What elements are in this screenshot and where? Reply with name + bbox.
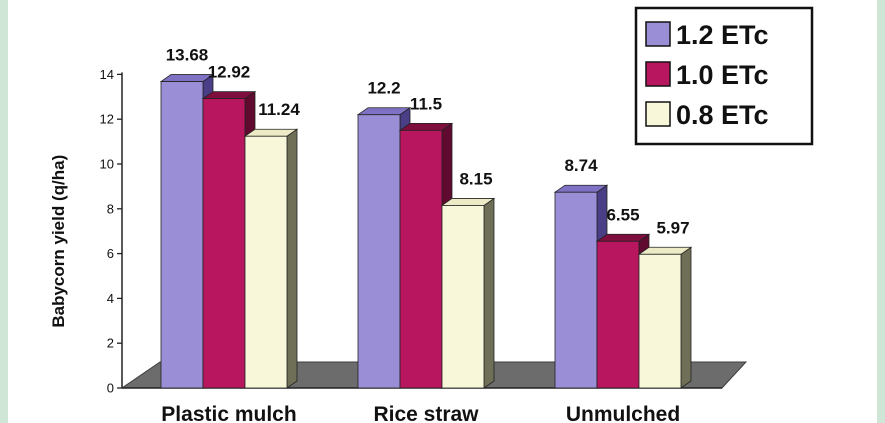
data-label: 12.2 [367, 79, 400, 98]
bar [596, 240, 640, 389]
bar [554, 191, 598, 389]
data-label: 6.55 [606, 205, 639, 224]
legend-swatch [645, 21, 671, 47]
x-tick-label: Plastic mulch [161, 403, 296, 423]
legend-swatch [645, 61, 671, 87]
y-tick-label: 0 [107, 381, 114, 396]
data-label: 8.15 [459, 169, 492, 188]
y-tick-label: 4 [107, 291, 114, 306]
bar [160, 81, 204, 389]
legend-label: 1.2 ETc [676, 20, 769, 50]
bar-side [680, 246, 692, 389]
legend-label: 0.8 ETc [676, 100, 769, 130]
y-tick-label: 6 [107, 246, 114, 261]
y-tick-label: 14 [100, 67, 114, 82]
data-label: 11.24 [258, 100, 300, 119]
bar [357, 114, 401, 389]
data-label: 8.74 [564, 156, 598, 175]
legend-swatch [645, 101, 671, 127]
y-tick-label: 8 [107, 201, 114, 216]
bar-side [483, 197, 495, 389]
bar [244, 135, 288, 389]
y-axis-title: Babycorn yield (q/ha) [49, 155, 68, 328]
bar-side [286, 128, 298, 389]
x-tick-label: Rice straw [373, 403, 479, 423]
legend-label: 1.0 ETc [676, 60, 769, 90]
data-label: 11.5 [410, 94, 442, 113]
data-label: 13.68 [166, 46, 209, 65]
y-tick-label: 2 [107, 336, 114, 351]
data-label: 5.97 [656, 218, 689, 237]
bar [202, 98, 246, 389]
y-tick-label: 12 [100, 112, 114, 127]
bar [399, 129, 443, 389]
bar [441, 205, 485, 389]
y-tick-label: 10 [100, 157, 114, 172]
bar [638, 253, 682, 389]
x-tick-label: Unmulched [566, 403, 680, 423]
data-label: 12.92 [208, 63, 251, 82]
